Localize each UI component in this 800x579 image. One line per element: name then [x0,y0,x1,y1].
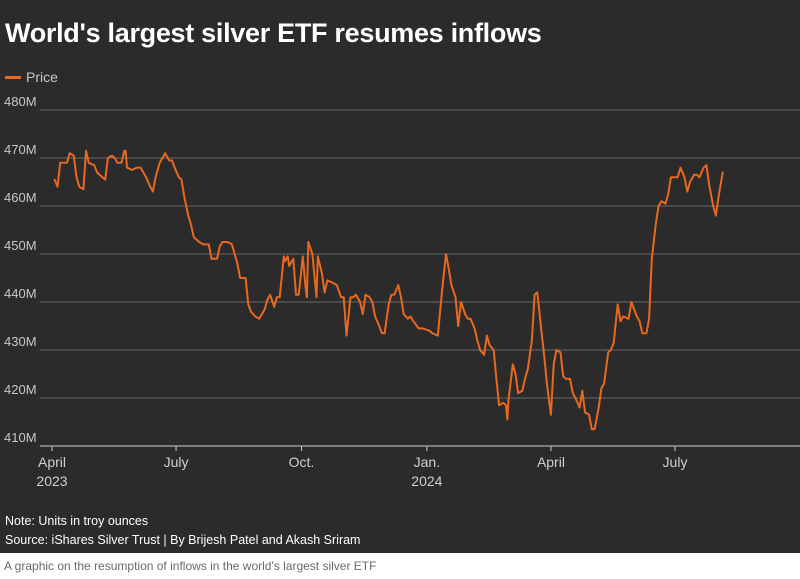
legend: Price [5,69,58,85]
line-chart: 410M 420M 430M 440M 450M 460M 470M 480M April 20… [4,94,800,489]
y-tick-label: 430M [4,334,37,349]
x-tick-label: Jan. [414,454,440,470]
chart-title: World's largest silver ETF resumes inflo… [5,18,542,48]
x-tick-label: April [38,454,66,470]
y-tick-label: 420M [4,382,37,397]
chart-panel: World's largest silver ETF resumes inflo… [0,0,800,553]
x-tick-year-label: 2024 [411,473,442,489]
y-tick-label: 450M [4,238,37,253]
y-tick-label: 480M [4,94,37,109]
y-tick-label: 460M [4,190,37,205]
figure-caption: A graphic on the resumption of inflows i… [4,559,377,573]
y-tick-label: 410M [4,430,37,445]
y-tick-label: 440M [4,286,37,301]
chart-note: Note: Units in troy ounces [5,514,149,528]
x-tick-label: July [663,454,688,470]
gridlines [40,109,800,447]
series-group [53,149,724,431]
y-tick-label: 470M [4,142,37,157]
x-tick-label: Oct. [289,454,315,470]
x-tick-label: April [537,454,565,470]
y-axis-tick-labels: 410M 420M 430M 440M 450M 460M 470M 480M [4,94,37,445]
x-tick-year-label: 2023 [36,473,67,489]
legend-swatch-price [5,75,21,79]
series-line-price [53,149,724,431]
legend-label-price: Price [26,69,58,85]
x-axis-tick-labels: April 2023 July Oct. Jan. 2024 April July [36,446,687,489]
x-tick-label: July [164,454,189,470]
chart-source: Source: iShares Silver Trust | By Brijes… [5,533,361,547]
